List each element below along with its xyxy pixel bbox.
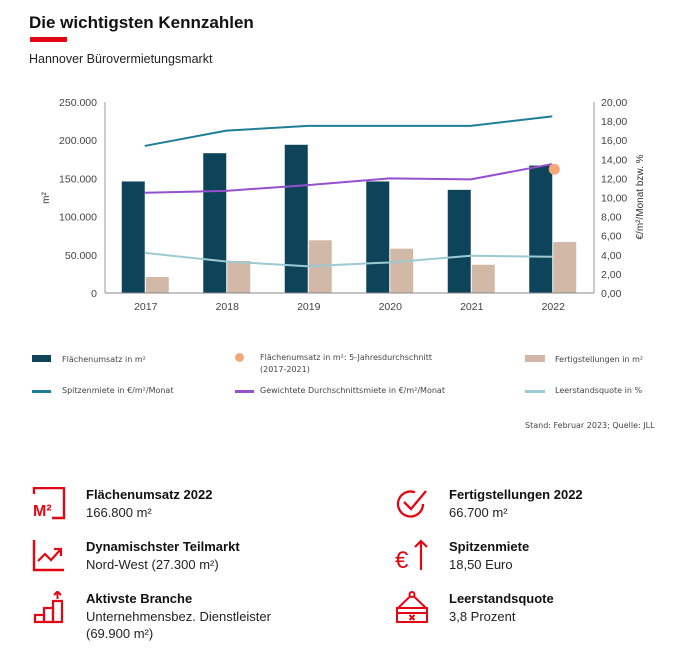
x-tick-label: 2017 <box>134 301 158 313</box>
legend-label-2: (2017-2021) <box>260 365 310 374</box>
right-tick-label: 18,00 <box>601 116 627 128</box>
x-tick-label: 2022 <box>542 301 566 313</box>
trend-chart-icon <box>32 540 64 572</box>
kpi-title: Dynamischster Teilmarkt <box>86 539 240 554</box>
bar-flaechenumsatz <box>529 165 553 293</box>
legend-label: Spitzenmiete in €/m²/Monat <box>62 386 174 395</box>
line-spitzenmiete <box>144 115 553 147</box>
bar-flaechenumsatz <box>284 144 308 293</box>
bar-flaechenumsatz <box>366 181 390 293</box>
point-5-year-average <box>548 163 560 175</box>
right-tick-label: 12,00 <box>601 173 627 185</box>
kpi-value: 166.800 m² <box>86 505 152 520</box>
bar-flaechenumsatz <box>447 189 471 293</box>
legend-label: Flächenumsatz in m²: 5-Jahresdurchschnit… <box>260 353 432 362</box>
left-axis-ticks: 0 50.000 100.000 150.000 200.000 250.000 <box>59 97 97 300</box>
bar-flaechenumsatz <box>121 181 145 293</box>
kpi-title: Leerstandsquote <box>449 591 554 606</box>
left-tick-label: 200.000 <box>59 135 97 147</box>
bars <box>121 144 577 293</box>
right-tick-label: 6,00 <box>601 231 622 243</box>
right-tick-label: 8,00 <box>601 212 622 224</box>
page-title: Die wichtigsten Kennzahlen <box>29 13 254 32</box>
svg-text:M²: M² <box>33 503 52 520</box>
legend-line <box>525 390 545 393</box>
left-tick-label: 0 <box>91 288 97 300</box>
line-durchschnittsmiete <box>144 163 553 194</box>
x-tick-label: 2018 <box>216 301 240 313</box>
right-tick-label: 20,00 <box>601 97 627 109</box>
legend-label: Fertigstellungen in m² <box>555 355 644 364</box>
right-tick-label: 4,00 <box>601 250 622 262</box>
bar-fertigstellungen <box>145 276 169 293</box>
x-axis-ticks: 2017 2018 2019 2020 2021 2022 <box>134 301 565 313</box>
bar-fertigstellungen <box>553 242 577 293</box>
left-axis-label: m² <box>41 192 52 204</box>
kpi-value-line2: (69.900 m²) <box>86 626 154 641</box>
check-circle-icon <box>396 490 427 518</box>
rising-steps-icon <box>33 591 64 624</box>
right-axis-label: €/m²/Monat bzw. % <box>635 154 646 239</box>
right-tick-label: 14,00 <box>601 154 627 166</box>
left-tick-label: 150.000 <box>59 173 97 185</box>
source-note: Stand: Februar 2023; Quelle: JLL <box>525 421 655 430</box>
left-tick-label: 50.000 <box>65 250 97 262</box>
kpi-value: Unternehmensbez. Dienstleister (69.900 m… <box>86 608 271 642</box>
legend-line <box>235 390 254 393</box>
legend-label: Leerstandsquote in % <box>555 386 643 395</box>
euro-up-icon: € <box>395 539 428 573</box>
kpi-title: Flächenumsatz 2022 <box>86 487 213 502</box>
legend-line <box>32 390 51 393</box>
x-tick-label: 2021 <box>460 301 484 313</box>
kpi-value: Nord-West (27.300 m²) <box>86 557 219 572</box>
right-tick-label: 10,00 <box>601 193 627 205</box>
bar-fertigstellungen <box>390 248 414 293</box>
combo-chart: 0 50.000 100.000 150.000 200.000 250.000 0,00… <box>41 97 646 313</box>
kpi-title: Aktivste Branche <box>86 591 193 606</box>
left-tick-label: 250.000 <box>59 97 97 109</box>
right-tick-label: 2,00 <box>601 269 622 281</box>
kpi-title: Spitzenmiete <box>449 539 530 554</box>
kpi-value: 3,8 Prozent <box>449 609 516 624</box>
kpi-value: 66.700 m² <box>449 505 508 520</box>
legend-label: Flächenumsatz in m² <box>62 355 146 364</box>
left-tick-label: 100.000 <box>59 212 97 224</box>
bar-fertigstellungen <box>227 260 251 293</box>
right-tick-label: 16,00 <box>601 135 627 147</box>
legend-label: Gewichtete Durchschnittsmiete in €/m²/Mo… <box>260 386 445 395</box>
legend-swatch <box>32 355 51 362</box>
kpi-title: Fertigstellungen 2022 <box>449 487 583 502</box>
x-tick-label: 2019 <box>297 301 321 313</box>
right-axis-ticks: 0,00 2,00 4,00 6,00 8,00 10,00 12,00 14,00 16,00… <box>601 97 627 300</box>
page-subtitle: Hannover Bürovermietungsmarkt <box>29 52 213 66</box>
legend-swatch <box>525 355 545 362</box>
title-accent-bar <box>30 37 67 42</box>
x-tick-label: 2020 <box>379 301 403 313</box>
kpi-value: 18,50 Euro <box>449 557 513 572</box>
kpi-value-line1: Unternehmensbez. Dienstleister <box>86 609 271 624</box>
bar-flaechenumsatz <box>203 153 227 293</box>
bar-fertigstellungen <box>471 264 495 293</box>
lines <box>144 115 560 268</box>
right-tick-label: 0,00 <box>601 288 622 300</box>
square-meter-icon: M² <box>32 487 66 520</box>
vacancy-sign-icon <box>396 591 428 623</box>
line-leerstandsquote <box>144 251 553 268</box>
svg-text:€: € <box>395 547 409 573</box>
legend-dot <box>235 353 244 362</box>
